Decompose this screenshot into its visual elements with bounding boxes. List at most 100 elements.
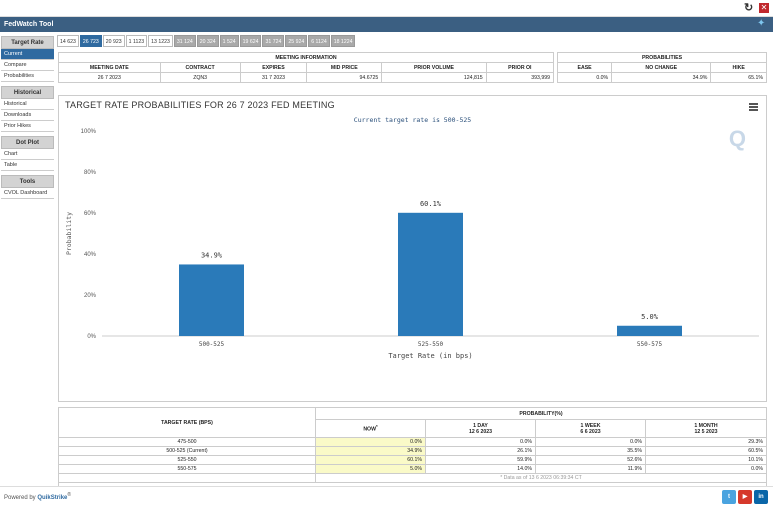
meeting-date-value: 26 7 2023 [58,72,161,83]
probability-cell: 0.0% [425,437,536,447]
meeting-info-table: MEETING INFORMATION MEETING DATE CONTRAC… [58,52,555,83]
table-row: 525-550 60.1% 59.9% 52.6% 10.1% [58,455,767,465]
chart-menu-icon[interactable] [749,103,758,111]
sidebar-item-compare[interactable]: Compare [1,60,54,71]
close-icon[interactable]: ✕ [759,3,769,13]
table-row: 475-500 0.0% 0.0% 0.0% 29.3% [58,437,767,447]
sidebar-heading-tools: Tools [1,175,54,188]
col-1-month: 1 MONTH 12 5 2023 [645,419,767,438]
bar-data-label: 60.1% [420,200,442,208]
tab-meeting[interactable]: 25 924 [285,35,308,47]
col-contract: CONTRACT [159,62,241,73]
app-title: FedWatch Tool [4,21,54,28]
refresh-icon[interactable]: ↻ [744,2,754,14]
table-row: 550-575 5.0% 14.0% 11.9% 0.0% [58,464,767,474]
prior-volume-value: 124,815 [381,72,487,83]
col-no-change: NO CHANGE [611,62,712,73]
table-row: 500-525 (Current) 34.9% 26.1% 35.5% 60.5% [58,446,767,456]
top-bar: ↻ ✕ [0,0,773,17]
youtube-icon[interactable]: ▶ [738,490,752,504]
probability-cell: 10.1% [645,455,767,465]
sidebar-item-probabilities[interactable]: Probabilities [1,71,54,82]
x-tick-label: 500-525 [199,341,225,348]
probability-cell: 60.5% [645,446,767,456]
sidebar-item-downloads[interactable]: Downloads [1,110,54,121]
bar-data-label: 34.9% [201,251,223,259]
col-1-week: 1 WEEK 6 6 2023 [535,419,646,438]
sidebar-heading-target-rate: Target Rate [1,36,54,49]
tab-meeting[interactable]: 14 623 [57,35,79,47]
col-prior-volume: PRIOR VOLUME [381,62,487,73]
sidebar-item-current[interactable]: Current [1,49,54,60]
tab-meeting[interactable]: 6 1124 [308,35,330,47]
tab-meeting[interactable]: 20 923 [102,35,125,47]
probability-cell: 29.3% [645,437,767,447]
y-tick-label: 20% [84,293,97,299]
rate-cell: 550-575 [58,464,316,474]
hike-value: 65.1% [710,72,767,83]
main-panel: 14 623 26 723 20 923 1 1123 13 1223 31 124 20 … [57,35,769,495]
x-axis-label: Target Rate (in bps) [388,352,472,360]
y-axis-label: Probability [65,212,73,255]
sidebar-item-chart[interactable]: Chart [1,149,54,160]
chart-subtitle: Current target rate is 500-525 [353,116,472,124]
col-mid-price: MID PRICE [306,62,383,73]
meeting-info-heading: MEETING INFORMATION [58,52,554,63]
probabilities-heading: PROBABILITIES [557,52,767,63]
tab-meeting[interactable]: 1 1123 [125,35,148,47]
col-now: NOW* [315,419,426,438]
probability-cell: 34.9% [315,446,426,456]
tab-meeting[interactable]: 20 324 [196,35,219,47]
bar-chart: 0% 20% 40% 60% 80% 100% Probability 34.9% 500-52… [65,129,759,360]
tab-meeting[interactable]: 13 1223 [148,35,173,47]
bar [179,264,244,336]
rate-probability-table: TARGET RATE (BPS) PROBABILITY(%) NOW* 1 … [58,407,767,495]
probability-cell: 11.9% [535,464,646,474]
twitter-icon[interactable]: t [722,490,736,504]
chart-title: TARGET RATE PROBABILITIES FOR 26 7 2023 … [65,100,335,110]
quikstrike-watermark-icon: Q [728,126,746,151]
meeting-tabs: 14 623 26 723 20 923 1 1123 13 1223 31 124 20 … [57,35,356,49]
tab-meeting[interactable]: 18 1224 [330,35,356,47]
col-meeting-date: MEETING DATE [58,62,161,73]
y-tick-label: 40% [84,252,97,258]
sidebar-item-prior-hikes[interactable]: Prior Hikes [1,121,54,132]
no-change-value: 34.9% [611,72,712,83]
bar-data-label: 5.0% [641,313,659,321]
rate-cell: 525-550 [58,455,316,465]
probability-cell: 0.0% [645,464,767,474]
y-tick-label: 80% [84,170,97,176]
expires-value: 31 7 2023 [239,72,308,83]
tab-meeting[interactable]: 19 624 [239,35,262,47]
twitter-bird-icon[interactable]: ✦ [757,18,766,29]
y-tick-label: 0% [87,334,96,340]
mid-price-value: 94.6725 [306,72,383,83]
quikstrike-link[interactable]: QuikStrike [37,495,68,501]
probability-cell: 5.0% [315,464,426,474]
probability-cell: 60.1% [315,455,426,465]
probability-cell: 0.0% [535,437,646,447]
sidebar-item-table[interactable]: Table [1,160,54,171]
col-probability: PROBABILITY(%) [315,407,767,420]
tab-meeting[interactable]: 31 724 [262,35,285,47]
probabilities-table: PROBABILITIES EASE NO CHANGE HIKE 0.0% 3… [556,52,767,83]
bar [398,212,463,336]
powered-by: Powered by QuikStrike® [4,492,72,501]
probability-cell: 59.9% [425,455,536,465]
rate-cell: 500-525 (Current) [58,446,316,456]
tab-meeting[interactable]: 31 124 [173,35,196,47]
sidebar-item-historical[interactable]: Historical [1,99,54,110]
sidebar-item-cvol-dashboard[interactable]: CVOL Dashboard [1,188,54,199]
data-timestamp-note: * Data as of 13 6 2023 06:39:34 CT [315,473,767,483]
title-bar: FedWatch Tool ✦ [0,17,773,32]
y-tick-label: 100% [81,129,97,135]
linkedin-icon[interactable]: in [754,490,768,504]
col-hike: HIKE [710,62,767,73]
probability-cell: 52.6% [535,455,646,465]
probability-cell: 14.0% [425,464,536,474]
chart-panel: TARGET RATE PROBABILITIES FOR 26 7 2023 … [58,95,767,402]
tab-meeting[interactable]: 26 723 [79,35,102,47]
col-ease: EASE [556,62,613,73]
tab-meeting[interactable]: 1 524 [219,35,239,47]
probability-cell: 0.0% [315,437,426,447]
